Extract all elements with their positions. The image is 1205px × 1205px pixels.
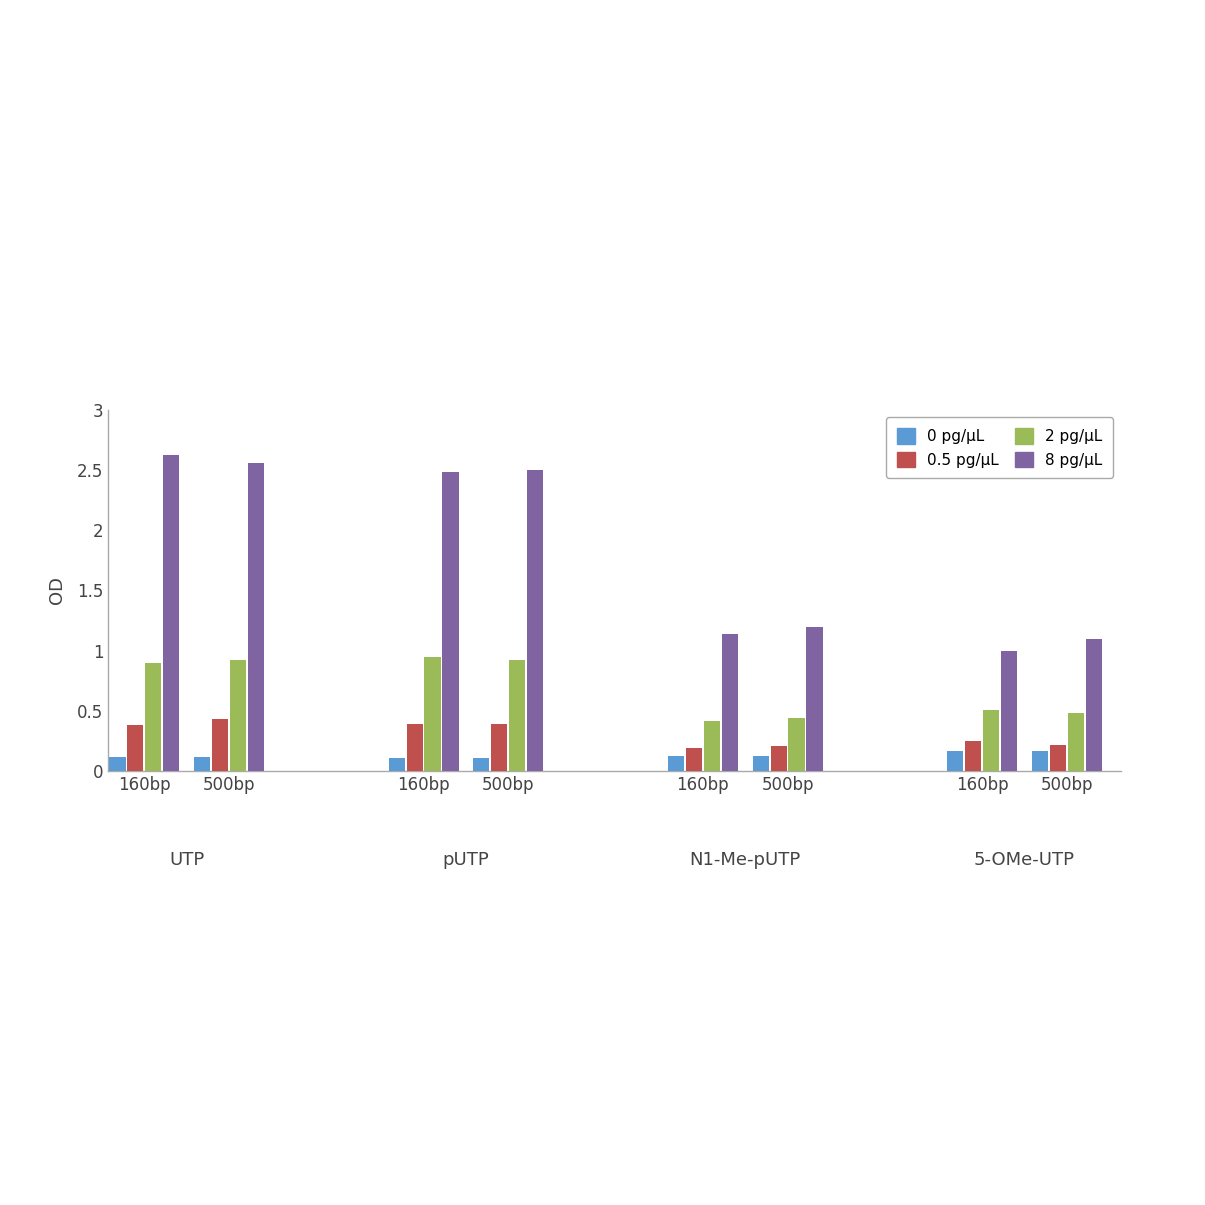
Bar bbox=[1001, 651, 1017, 771]
Bar bbox=[722, 634, 737, 771]
Bar bbox=[770, 746, 787, 771]
Bar bbox=[1086, 639, 1101, 771]
Bar bbox=[194, 757, 210, 771]
Bar bbox=[442, 472, 459, 771]
Bar bbox=[212, 719, 228, 771]
Bar bbox=[230, 660, 246, 771]
Bar bbox=[1050, 745, 1066, 771]
Text: 5-OMe-UTP: 5-OMe-UTP bbox=[974, 851, 1075, 869]
Bar bbox=[474, 758, 489, 771]
Text: UTP: UTP bbox=[169, 851, 205, 869]
Bar bbox=[163, 455, 180, 771]
Text: pUTP: pUTP bbox=[442, 851, 489, 869]
Bar bbox=[146, 663, 161, 771]
Bar bbox=[965, 741, 981, 771]
Bar bbox=[788, 718, 805, 771]
Y-axis label: OD: OD bbox=[48, 576, 66, 605]
Legend: 0 pg/μL, 0.5 pg/μL, 2 pg/μL, 8 pg/μL: 0 pg/μL, 0.5 pg/μL, 2 pg/μL, 8 pg/μL bbox=[886, 417, 1113, 478]
Bar bbox=[528, 470, 543, 771]
Bar bbox=[128, 725, 143, 771]
Bar bbox=[668, 756, 684, 771]
Bar bbox=[110, 757, 125, 771]
Bar bbox=[806, 627, 823, 771]
Bar bbox=[510, 660, 525, 771]
Bar bbox=[248, 463, 264, 771]
Bar bbox=[424, 657, 441, 771]
Bar bbox=[947, 751, 963, 771]
Bar bbox=[492, 724, 507, 771]
Bar bbox=[388, 758, 405, 771]
Bar bbox=[983, 710, 999, 771]
Bar bbox=[753, 756, 769, 771]
Bar bbox=[686, 748, 701, 771]
Bar bbox=[1031, 751, 1048, 771]
Text: N1-Me-pUTP: N1-Me-pUTP bbox=[689, 851, 801, 869]
Bar bbox=[704, 721, 719, 771]
Bar bbox=[1068, 713, 1083, 771]
Bar bbox=[406, 724, 423, 771]
